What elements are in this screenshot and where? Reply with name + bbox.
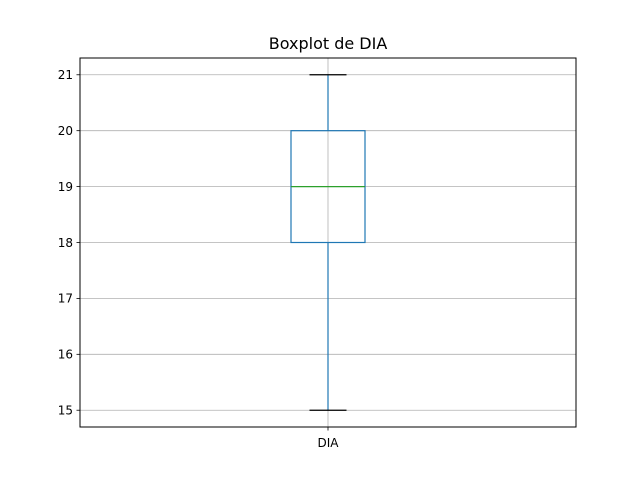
plot-layer bbox=[290, 74, 366, 411]
chart-title: Boxplot de DIA bbox=[269, 34, 388, 53]
y-tick-label: 17 bbox=[58, 292, 73, 306]
x-tick-label: DIA bbox=[318, 436, 340, 450]
y-tick-label: 20 bbox=[58, 124, 73, 138]
y-tick-label: 21 bbox=[58, 68, 73, 82]
y-tick-label: 18 bbox=[58, 236, 73, 250]
plot-frame bbox=[79, 57, 577, 428]
axis-layer: 15 16 17 18 19 20 21 DIA bbox=[58, 68, 340, 450]
y-tick-label: 19 bbox=[58, 180, 73, 194]
y-tick-label: 16 bbox=[58, 348, 73, 362]
y-tick-label: 15 bbox=[58, 404, 73, 418]
